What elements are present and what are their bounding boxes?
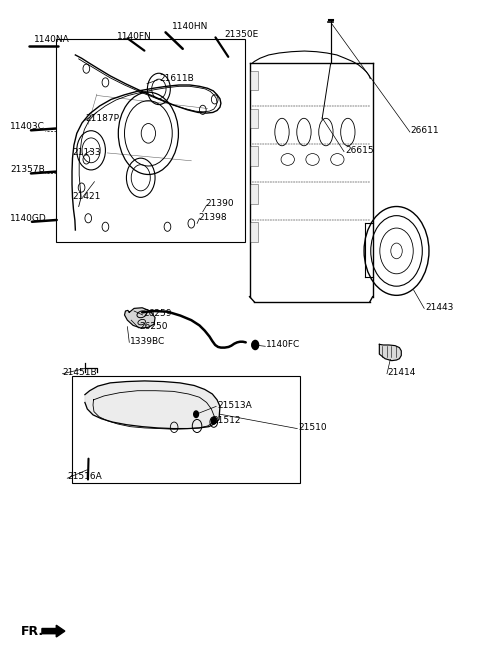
Text: 21421: 21421 — [72, 192, 100, 201]
Text: 11403C: 11403C — [10, 122, 45, 131]
Text: 21516A: 21516A — [67, 472, 102, 482]
FancyArrow shape — [42, 625, 65, 637]
Text: 21357B: 21357B — [10, 165, 45, 174]
Text: 1140FN: 1140FN — [117, 31, 151, 41]
Circle shape — [194, 411, 199, 417]
Circle shape — [252, 340, 259, 350]
Polygon shape — [124, 308, 155, 328]
Text: 21513A: 21513A — [217, 401, 252, 409]
Bar — [56, 39, 245, 242]
Text: 1339BC: 1339BC — [130, 337, 166, 346]
Bar — [251, 108, 258, 128]
Text: 26615: 26615 — [345, 146, 373, 155]
Text: 26611: 26611 — [411, 126, 440, 135]
Circle shape — [211, 417, 216, 424]
Text: 21133: 21133 — [72, 148, 101, 157]
Text: FR.: FR. — [21, 625, 44, 638]
Text: 1140FC: 1140FC — [266, 340, 300, 350]
Text: 21414: 21414 — [387, 368, 415, 377]
Bar — [251, 71, 258, 91]
Polygon shape — [85, 381, 220, 428]
Text: 21451B: 21451B — [62, 368, 97, 377]
Text: 21443: 21443 — [425, 302, 454, 312]
Text: 21510: 21510 — [298, 422, 327, 432]
Bar — [251, 146, 258, 166]
Text: 26259: 26259 — [144, 309, 172, 318]
Text: 21512: 21512 — [212, 417, 241, 425]
Text: 21390: 21390 — [205, 199, 234, 209]
Circle shape — [252, 342, 257, 348]
Text: 26250: 26250 — [140, 322, 168, 331]
Bar — [251, 222, 258, 242]
Text: 21187P: 21187P — [85, 114, 119, 123]
Text: 21398: 21398 — [199, 213, 227, 222]
Text: 21611B: 21611B — [159, 74, 193, 83]
Bar — [72, 376, 300, 483]
Text: 1140NA: 1140NA — [34, 35, 70, 44]
Polygon shape — [379, 344, 401, 361]
Bar — [251, 184, 258, 204]
Text: 21350E: 21350E — [225, 30, 259, 39]
Text: 1140HN: 1140HN — [172, 22, 208, 31]
Text: 1140GD: 1140GD — [10, 214, 47, 223]
